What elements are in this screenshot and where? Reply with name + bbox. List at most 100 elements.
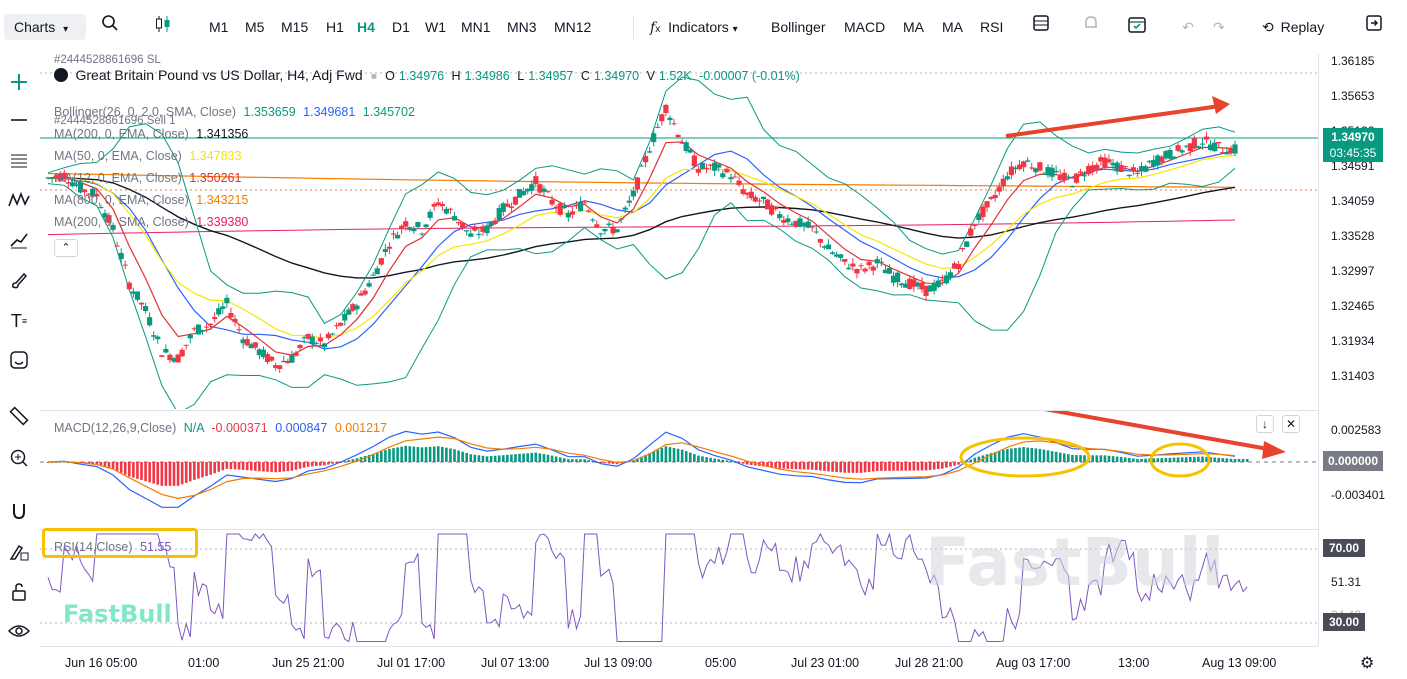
settings-gear-icon[interactable]: ⚙: [1360, 655, 1375, 672]
candle: [187, 332, 193, 344]
brush-icon[interactable]: [5, 267, 33, 295]
candle: [813, 226, 819, 234]
pattern-icon[interactable]: [5, 186, 33, 214]
layout-icon[interactable]: [1028, 14, 1054, 40]
zoom-in-icon[interactable]: [5, 444, 33, 472]
candle: [130, 287, 136, 298]
macd-histogram-bar: [1046, 450, 1050, 462]
search-icon[interactable]: [97, 14, 123, 40]
macd-histogram-bar: [965, 461, 969, 463]
trend-line-icon[interactable]: [5, 106, 33, 134]
macd-histogram-bar: [1001, 449, 1005, 462]
move-down-icon[interactable]: ↓: [1256, 415, 1274, 433]
candle: [712, 159, 718, 177]
candle: [1224, 147, 1230, 155]
ohlc-volume: 1.52K: [658, 69, 692, 83]
candle: [1195, 145, 1202, 149]
quick-ma-1[interactable]: MA: [903, 19, 924, 35]
macd-histogram-bar: [688, 452, 692, 462]
candle: [768, 202, 775, 217]
indicators-button[interactable]: fx Indicators ▾: [650, 19, 738, 36]
candle: [155, 335, 161, 344]
symbol-title[interactable]: Great Britain Pound vs US Dollar, H4, Ad…: [75, 67, 363, 83]
price-pane[interactable]: #2444528861696 SL Great Britain Pound vs…: [40, 54, 1318, 409]
macd-histogram-bar: [1119, 456, 1123, 462]
time-axis[interactable]: Jun 16 05:00 01:00 Jun 25 21:00 Jul 01 1…: [40, 646, 1374, 679]
macd-histogram-bar: [664, 446, 668, 462]
redo-icon[interactable]: ↷: [1213, 19, 1225, 35]
macd-histogram-bar: [493, 455, 497, 462]
timeframe-h1[interactable]: H1: [326, 19, 344, 35]
calendar-icon[interactable]: [1124, 14, 1150, 40]
timeframe-d1[interactable]: D1: [392, 19, 410, 35]
timeframe-m15[interactable]: M15: [281, 19, 309, 35]
indicator-ma50-ema[interactable]: MA(50, 0, EMA, Close) 1.347833: [54, 149, 241, 163]
exit-icon[interactable]: [1361, 14, 1387, 40]
candle: [419, 232, 425, 237]
macd-histogram-value: -0.000371: [211, 421, 268, 435]
quick-rsi[interactable]: RSI: [980, 19, 1004, 35]
macd-pane[interactable]: MACD(12,26,9,Close) N/A -0.000371 0.0008…: [40, 410, 1318, 528]
timeframe-m5[interactable]: M5: [245, 19, 265, 35]
price-scale[interactable]: 1.36185 1.35653 1.35122 1.34591 1.34059 …: [1318, 54, 1407, 646]
price-chart[interactable]: [40, 54, 1318, 409]
price-tick: 1.36185: [1331, 54, 1375, 68]
timeframe-mn1[interactable]: MN1: [461, 19, 491, 35]
candle: [1151, 155, 1157, 169]
candle: [573, 200, 580, 209]
quick-ma-2[interactable]: MA: [942, 19, 963, 35]
indicator-value: 1.347833: [189, 149, 242, 163]
macd-histogram-bar: [1038, 448, 1042, 462]
lock-drawing-icon[interactable]: [5, 538, 33, 566]
indicator-ma800-ema[interactable]: MA(800, 0, EMA, Close) 1.343215: [54, 193, 248, 207]
charts-dropdown[interactable]: Charts ▾: [4, 14, 86, 40]
timeframe-mn12[interactable]: MN12: [554, 19, 592, 35]
crosshair-icon[interactable]: [5, 68, 33, 96]
candle: [49, 176, 55, 183]
candle-type-icon[interactable]: [150, 14, 176, 40]
macd-histogram-bar: [1058, 452, 1062, 462]
candle: [512, 196, 519, 206]
indicator-ma200-ema[interactable]: MA(200, 0, EMA, Close) 1.341356: [54, 127, 248, 141]
macd-histogram-bar: [762, 462, 765, 467]
magnet-icon[interactable]: [5, 497, 33, 525]
timeframe-m1[interactable]: M1: [209, 19, 229, 35]
candle: [1025, 157, 1031, 163]
macd-chart[interactable]: [40, 411, 1318, 529]
rsi-chart[interactable]: [40, 530, 1318, 647]
text-tool-icon[interactable]: T ≡: [10, 310, 28, 331]
rsi-pane[interactable]: RSI(14,Close) 51.55 FastBull FastBull: [40, 524, 1318, 647]
macd-histogram-bar: [534, 452, 538, 462]
horizontal-lines-icon[interactable]: [5, 146, 33, 174]
macd-histogram-bar: [46, 462, 50, 463]
macd-histogram-bar: [859, 462, 863, 473]
candle: [1155, 153, 1161, 170]
indicator-bollinger[interactable]: Bollinger(26, 0, 2.0, SMA, Close) 1.3536…: [54, 105, 415, 119]
emoji-icon[interactable]: [5, 346, 33, 374]
candle: [1175, 143, 1181, 152]
timeframe-w1[interactable]: W1: [425, 19, 446, 35]
candle: [1081, 171, 1088, 181]
lock-icon[interactable]: [5, 578, 33, 606]
indicator-ma12-ema[interactable]: MA(12, 0, EMA, Close) 1.350261: [54, 171, 241, 185]
projection-icon[interactable]: [5, 226, 33, 254]
price-tick: 1.33528: [1331, 229, 1375, 243]
close-icon[interactable]: ✕: [1282, 415, 1300, 433]
timeframe-h4[interactable]: H4: [357, 19, 375, 35]
macd-histogram-bar: [111, 462, 115, 469]
macd-histogram-bar: [1062, 453, 1066, 462]
eye-icon[interactable]: [5, 617, 33, 645]
quick-bollinger[interactable]: Bollinger: [771, 19, 826, 35]
candle: [203, 323, 210, 333]
timeframe-mn3[interactable]: MN3: [507, 19, 537, 35]
macd-histogram-bar: [91, 462, 95, 465]
alert-icon[interactable]: [1078, 14, 1104, 40]
replay-button[interactable]: ⟲ Replay: [1262, 14, 1324, 40]
ruler-icon[interactable]: [5, 402, 33, 430]
undo-icon[interactable]: ↶: [1182, 19, 1194, 35]
candle: [1069, 185, 1075, 188]
quick-macd[interactable]: MACD: [844, 19, 886, 35]
candle: [809, 226, 815, 232]
collapse-legend-button[interactable]: ⌃: [54, 239, 78, 257]
indicator-ma200-sma[interactable]: MA(200, 0, SMA, Close) 1.339380: [54, 215, 248, 229]
